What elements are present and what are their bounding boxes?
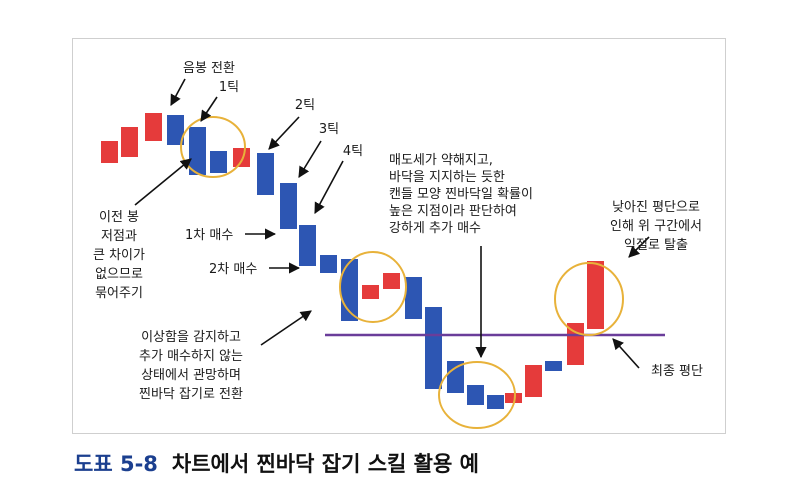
label-merge-line-2: 저점과 [101, 229, 137, 244]
label-bottom-line-1: 매도세가 약해지고, [389, 153, 493, 168]
label-merge-line-1: 이전 봉 [99, 210, 139, 225]
arrow-tick1 [200, 96, 218, 122]
bearish-candle-18 [467, 385, 484, 405]
circle-watch [339, 251, 407, 323]
bearish-candle-19 [487, 395, 504, 409]
bullish-candle-1 [101, 141, 118, 163]
arrow-exit [628, 236, 650, 258]
label-exit-line-3: 익절로 탈출 [624, 238, 688, 253]
bearish-candle-15 [405, 277, 422, 319]
arrow-tick4 [314, 160, 344, 214]
label-watch-line-3: 상태에서 관망하며 [141, 368, 241, 383]
circle-bottom [438, 361, 516, 429]
label-buy1: 1차 매수 [185, 228, 233, 243]
figure-caption: 도표 5-8 차트에서 찐바닥 잡기 스킬 활용 예 [74, 448, 479, 478]
arrow-watch [260, 310, 312, 346]
bullish-candle-21 [525, 365, 542, 397]
bearish-candle-9 [280, 183, 297, 229]
label-watch-line-2: 추가 매수하지 않는 [139, 349, 243, 364]
label-merge-line-5: 묶어주기 [95, 286, 143, 301]
bullish-candle-20 [505, 393, 522, 403]
bearish-candle-22 [545, 361, 562, 371]
caption-number: 도표 5-8 [74, 452, 158, 476]
bearish-candle-6 [210, 151, 227, 173]
caption-title: 차트에서 찐바닥 잡기 스킬 활용 예 [171, 452, 479, 476]
label-buy2: 2차 매수 [209, 262, 257, 277]
bearish-candle-5 [189, 127, 206, 175]
bearish-candle-11 [320, 255, 337, 273]
arrow-yinbong [170, 78, 186, 106]
highlight-circles [180, 116, 624, 429]
arrows [134, 78, 650, 369]
bullish-candle-14 [383, 273, 400, 289]
label-tick1: 1틱 [219, 80, 239, 95]
bullish-candle-3 [145, 113, 162, 141]
arrow-merge [134, 158, 192, 206]
label-merge-line-3: 큰 차이가 [93, 248, 145, 263]
arrow-final-average [612, 338, 640, 369]
label-bottom-line-4: 높은 지점이라 판단하여 [389, 204, 517, 219]
bullish-candle-2 [121, 127, 138, 157]
circle-reversal [180, 116, 246, 178]
label-final-average: 최종 평단 [651, 364, 703, 379]
label-bottom-line-2: 바닥을 지지하는 듯한 [389, 170, 505, 185]
label-watch-line-1: 이상함을 감지하고 [141, 330, 241, 345]
label-tick2: 2틱 [295, 98, 315, 113]
label-watch-line-4: 찐바닥 잡기로 전환 [139, 387, 243, 402]
circle-exit [554, 262, 624, 336]
bearish-candle-8 [257, 153, 274, 195]
arrow-tick2 [268, 116, 300, 150]
label-bottom-line-5: 강하게 추가 매수 [389, 221, 481, 236]
label-yinbong: 음봉 전환 [183, 61, 235, 76]
label-tick3: 3틱 [319, 122, 339, 137]
candles [101, 113, 604, 409]
label-tick4: 4틱 [343, 144, 363, 159]
label-bottom-line-3: 캔들 모양 찐바닥일 확률이 [389, 187, 533, 202]
label-exit-line-1: 낮아진 평단으로 [612, 200, 700, 215]
label-exit-line-2: 인해 위 구간에서 [610, 219, 702, 234]
bearish-candle-10 [299, 225, 316, 266]
bearish-candle-16 [425, 307, 442, 389]
bearish-candle-4 [167, 115, 184, 145]
bullish-candle-24 [587, 261, 604, 329]
label-merge-line-4: 없으므로 [95, 267, 143, 282]
bearish-candle-17 [447, 361, 464, 393]
arrow-tick3 [298, 140, 322, 178]
bullish-candle-7 [233, 148, 250, 167]
bullish-candle-13 [362, 285, 379, 299]
